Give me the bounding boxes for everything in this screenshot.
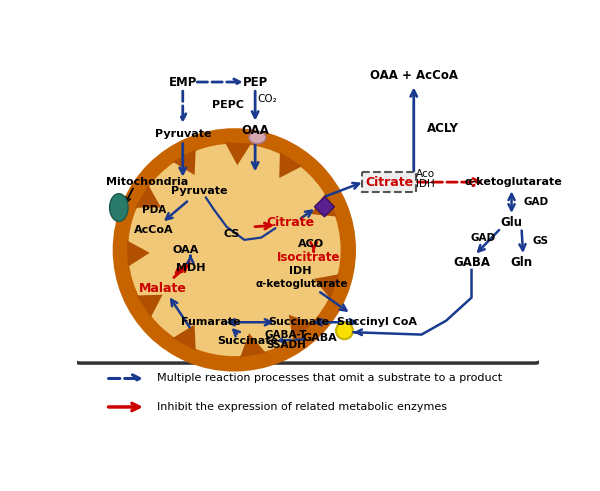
Polygon shape — [173, 325, 196, 351]
FancyBboxPatch shape — [71, 54, 544, 363]
Text: Citrate: Citrate — [365, 176, 413, 189]
Text: PDA: PDA — [142, 205, 167, 215]
Text: OAA + AcCoA: OAA + AcCoA — [370, 69, 458, 82]
Text: SSADH: SSADH — [266, 340, 306, 351]
Polygon shape — [127, 241, 150, 267]
Text: Pyruvate: Pyruvate — [172, 187, 228, 196]
Text: GS: GS — [532, 236, 548, 246]
Text: ACLY: ACLY — [427, 122, 459, 135]
Text: PEPC: PEPC — [212, 100, 244, 110]
Text: Inhibit the expression of related metabolic enzymes: Inhibit the expression of related metabo… — [157, 402, 448, 412]
Polygon shape — [311, 193, 337, 217]
Text: Multiple reaction processes that omit a substrate to a product: Multiple reaction processes that omit a … — [157, 374, 502, 383]
Text: Gln: Gln — [511, 256, 533, 269]
Circle shape — [336, 322, 353, 339]
FancyBboxPatch shape — [362, 172, 416, 192]
Text: OAA: OAA — [173, 245, 199, 255]
Text: OAA: OAA — [241, 124, 269, 137]
Text: α-ketoglutarate: α-ketoglutarate — [465, 177, 563, 187]
Text: α-ketoglutarate: α-ketoglutarate — [255, 279, 347, 289]
Circle shape — [128, 144, 341, 356]
Text: GAD: GAD — [470, 233, 496, 244]
Polygon shape — [135, 185, 161, 208]
Text: Glu: Glu — [500, 216, 523, 229]
Text: IDH: IDH — [289, 267, 311, 276]
Text: Aco: Aco — [416, 169, 435, 179]
Polygon shape — [314, 274, 340, 299]
Text: IDH: IDH — [416, 179, 434, 190]
Text: Mitochondria: Mitochondria — [106, 177, 188, 187]
Circle shape — [113, 128, 356, 372]
Polygon shape — [279, 152, 302, 178]
Ellipse shape — [110, 193, 128, 221]
Text: GABA: GABA — [453, 256, 490, 269]
Text: ACO: ACO — [298, 239, 325, 249]
Text: MDH: MDH — [176, 263, 205, 273]
Text: EMP: EMP — [169, 76, 197, 88]
Polygon shape — [225, 142, 251, 165]
Text: CO₂: CO₂ — [257, 94, 277, 104]
Polygon shape — [173, 149, 196, 175]
Text: Succinate: Succinate — [217, 336, 278, 346]
Text: Citrate: Citrate — [266, 216, 314, 229]
Text: Succinate: Succinate — [268, 317, 329, 327]
Text: AcCoA: AcCoA — [134, 225, 173, 235]
Polygon shape — [137, 295, 163, 318]
Text: PEP: PEP — [242, 76, 268, 88]
Text: Pyruvate: Pyruvate — [155, 129, 211, 138]
Text: Fumarate: Fumarate — [181, 317, 241, 327]
Text: Malate: Malate — [139, 282, 187, 295]
Ellipse shape — [249, 131, 266, 144]
Polygon shape — [240, 333, 266, 357]
Text: Isocitrate: Isocitrate — [277, 251, 341, 264]
Text: CS: CS — [224, 229, 240, 240]
Text: Succinyl CoA: Succinyl CoA — [337, 317, 417, 327]
Polygon shape — [289, 315, 313, 340]
Text: GABA-T: GABA-T — [265, 329, 307, 340]
Polygon shape — [314, 197, 334, 217]
Text: GAD: GAD — [523, 197, 548, 207]
Text: GABA: GABA — [302, 333, 337, 343]
